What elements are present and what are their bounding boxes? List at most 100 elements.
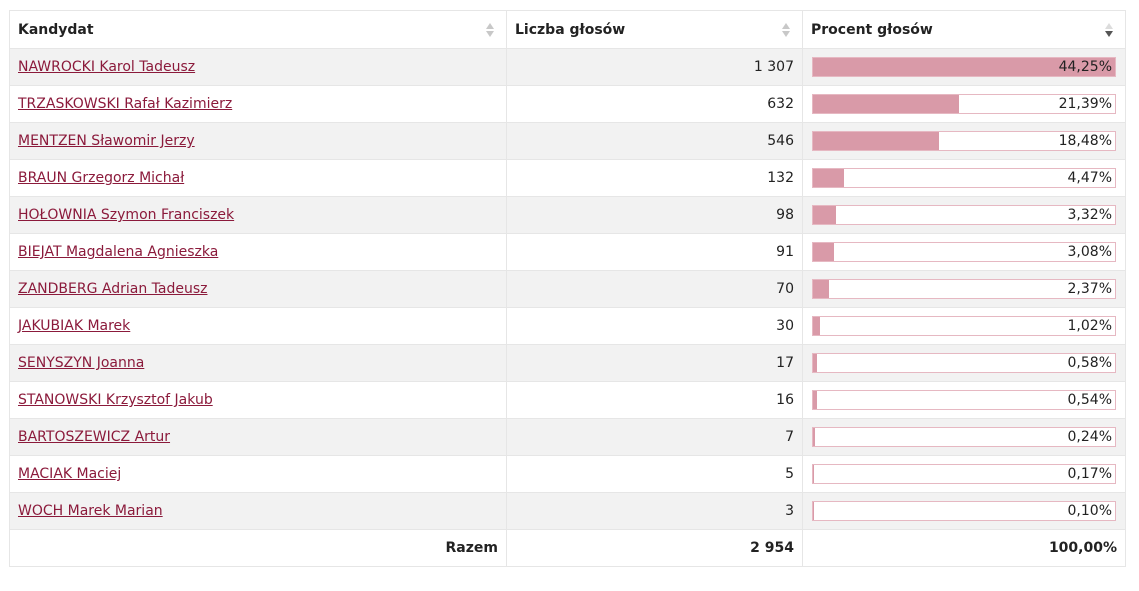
candidate-cell: WOCH Marek Marian	[9, 492, 507, 530]
percent-cell: 21,39%	[802, 85, 1126, 123]
sort-desc-icon[interactable]	[1105, 20, 1115, 40]
column-header-votes[interactable]: Liczba głosów	[506, 10, 803, 49]
candidate-cell: NAWROCKI Karol Tadeusz	[9, 48, 507, 86]
percent-value: 44,25%	[1058, 59, 1112, 75]
table-row: JAKUBIAK Marek 30 1,02%	[9, 307, 1126, 345]
candidate-cell: SENYSZYN Joanna	[9, 344, 507, 382]
percent-cell: 3,32%	[802, 196, 1126, 234]
votes-cell: 3	[506, 492, 803, 530]
percent-value: 18,48%	[1058, 133, 1112, 149]
percent-bar: 3,08%	[812, 242, 1116, 262]
percent-value: 2,37%	[1067, 281, 1112, 297]
table-row: MENTZEN Sławomir Jerzy 546 18,48%	[9, 122, 1126, 160]
candidate-link[interactable]: BRAUN Grzegorz Michał	[18, 170, 185, 186]
candidate-link[interactable]: MACIAK Maciej	[18, 466, 122, 482]
votes-cell: 70	[506, 270, 803, 308]
results-table-container: Kandydat Liczba głosów Procent głosów NA…	[9, 10, 1126, 567]
table-row: ZANDBERG Adrian Tadeusz 70 2,37%	[9, 270, 1126, 308]
table-footer-row: Razem 2 954 100,00%	[9, 529, 1126, 567]
column-header-percent[interactable]: Procent głosów	[802, 10, 1126, 49]
percent-bar-fill	[813, 465, 815, 483]
column-header-label: Procent głosów	[811, 21, 933, 38]
candidate-link[interactable]: TRZASKOWSKI Rafał Kazimierz	[18, 96, 233, 112]
candidate-link[interactable]: BIEJAT Magdalena Agnieszka	[18, 244, 219, 260]
percent-value: 0,24%	[1067, 429, 1112, 445]
table-row: BIEJAT Magdalena Agnieszka 91 3,08%	[9, 233, 1126, 271]
percent-cell: 44,25%	[802, 48, 1126, 86]
percent-bar-fill	[813, 243, 835, 261]
percent-cell: 18,48%	[802, 122, 1126, 160]
votes-cell: 98	[506, 196, 803, 234]
table-row: BARTOSZEWICZ Artur 7 0,24%	[9, 418, 1126, 456]
candidate-link[interactable]: WOCH Marek Marian	[18, 503, 163, 519]
percent-value: 0,58%	[1067, 355, 1112, 371]
candidate-link[interactable]: NAWROCKI Karol Tadeusz	[18, 59, 196, 75]
candidate-cell: BARTOSZEWICZ Artur	[9, 418, 507, 456]
candidate-link[interactable]: BARTOSZEWICZ Artur	[18, 429, 171, 445]
percent-cell: 4,47%	[802, 159, 1126, 197]
percent-cell: 0,17%	[802, 455, 1126, 493]
percent-value: 0,54%	[1067, 392, 1112, 408]
percent-value: 3,32%	[1067, 207, 1112, 223]
percent-cell: 2,37%	[802, 270, 1126, 308]
percent-bar-fill	[813, 354, 817, 372]
percent-bar-fill	[813, 206, 836, 224]
candidate-link[interactable]: STANOWSKI Krzysztof Jakub	[18, 392, 213, 408]
table-body: NAWROCKI Karol Tadeusz 1 307 44,25% TRZASKO…	[9, 48, 1126, 530]
table-row: BRAUN Grzegorz Michał 132 4,47%	[9, 159, 1126, 197]
candidate-cell: HOŁOWNIA Szymon Franciszek	[9, 196, 507, 234]
votes-cell: 5	[506, 455, 803, 493]
candidate-link[interactable]: JAKUBIAK Marek	[18, 318, 131, 334]
column-header-label: Liczba głosów	[515, 21, 626, 38]
percent-bar-fill	[813, 317, 820, 335]
votes-cell: 546	[506, 122, 803, 160]
percent-bar-fill	[813, 58, 1115, 76]
votes-cell: 16	[506, 381, 803, 419]
candidate-cell: BRAUN Grzegorz Michał	[9, 159, 507, 197]
votes-cell: 132	[506, 159, 803, 197]
percent-bar-fill	[813, 502, 814, 520]
percent-value: 4,47%	[1067, 170, 1112, 186]
footer-percent: 100,00%	[802, 529, 1126, 567]
percent-value: 0,17%	[1067, 466, 1112, 482]
votes-cell: 91	[506, 233, 803, 271]
candidate-link[interactable]: MENTZEN Sławomir Jerzy	[18, 133, 195, 149]
candidate-cell: MENTZEN Sławomir Jerzy	[9, 122, 507, 160]
percent-bar-fill	[813, 428, 815, 446]
percent-cell: 1,02%	[802, 307, 1126, 345]
candidate-cell: ZANDBERG Adrian Tadeusz	[9, 270, 507, 308]
percent-bar-fill	[813, 95, 959, 113]
candidate-cell: TRZASKOWSKI Rafał Kazimierz	[9, 85, 507, 123]
table-row: WOCH Marek Marian 3 0,10%	[9, 492, 1126, 530]
percent-value: 3,08%	[1067, 244, 1112, 260]
percent-bar: 21,39%	[812, 94, 1116, 114]
table-row: HOŁOWNIA Szymon Franciszek 98 3,32%	[9, 196, 1126, 234]
percent-bar: 4,47%	[812, 168, 1116, 188]
percent-bar: 0,10%	[812, 501, 1116, 521]
percent-cell: 3,08%	[802, 233, 1126, 271]
percent-cell: 0,54%	[802, 381, 1126, 419]
table-row: SENYSZYN Joanna 17 0,58%	[9, 344, 1126, 382]
percent-bar: 44,25%	[812, 57, 1116, 77]
footer-votes: 2 954	[506, 529, 803, 567]
percent-bar: 0,54%	[812, 390, 1116, 410]
column-header-candidate[interactable]: Kandydat	[9, 10, 507, 49]
candidate-cell: MACIAK Maciej	[9, 455, 507, 493]
table-row: TRZASKOWSKI Rafał Kazimierz 632 21,39%	[9, 85, 1126, 123]
percent-bar-fill	[813, 391, 817, 409]
percent-bar: 0,17%	[812, 464, 1116, 484]
table-row: NAWROCKI Karol Tadeusz 1 307 44,25%	[9, 48, 1126, 86]
percent-cell: 0,24%	[802, 418, 1126, 456]
sort-icon[interactable]	[782, 20, 792, 40]
candidate-link[interactable]: ZANDBERG Adrian Tadeusz	[18, 281, 208, 297]
candidate-link[interactable]: HOŁOWNIA Szymon Franciszek	[18, 207, 235, 223]
candidate-cell: BIEJAT Magdalena Agnieszka	[9, 233, 507, 271]
percent-bar: 1,02%	[812, 316, 1116, 336]
column-header-label: Kandydat	[18, 21, 94, 38]
sort-icon[interactable]	[486, 20, 496, 40]
table-row: MACIAK Maciej 5 0,17%	[9, 455, 1126, 493]
candidate-link[interactable]: SENYSZYN Joanna	[18, 355, 145, 371]
percent-value: 1,02%	[1067, 318, 1112, 334]
percent-value: 21,39%	[1058, 96, 1112, 112]
percent-bar: 0,24%	[812, 427, 1116, 447]
